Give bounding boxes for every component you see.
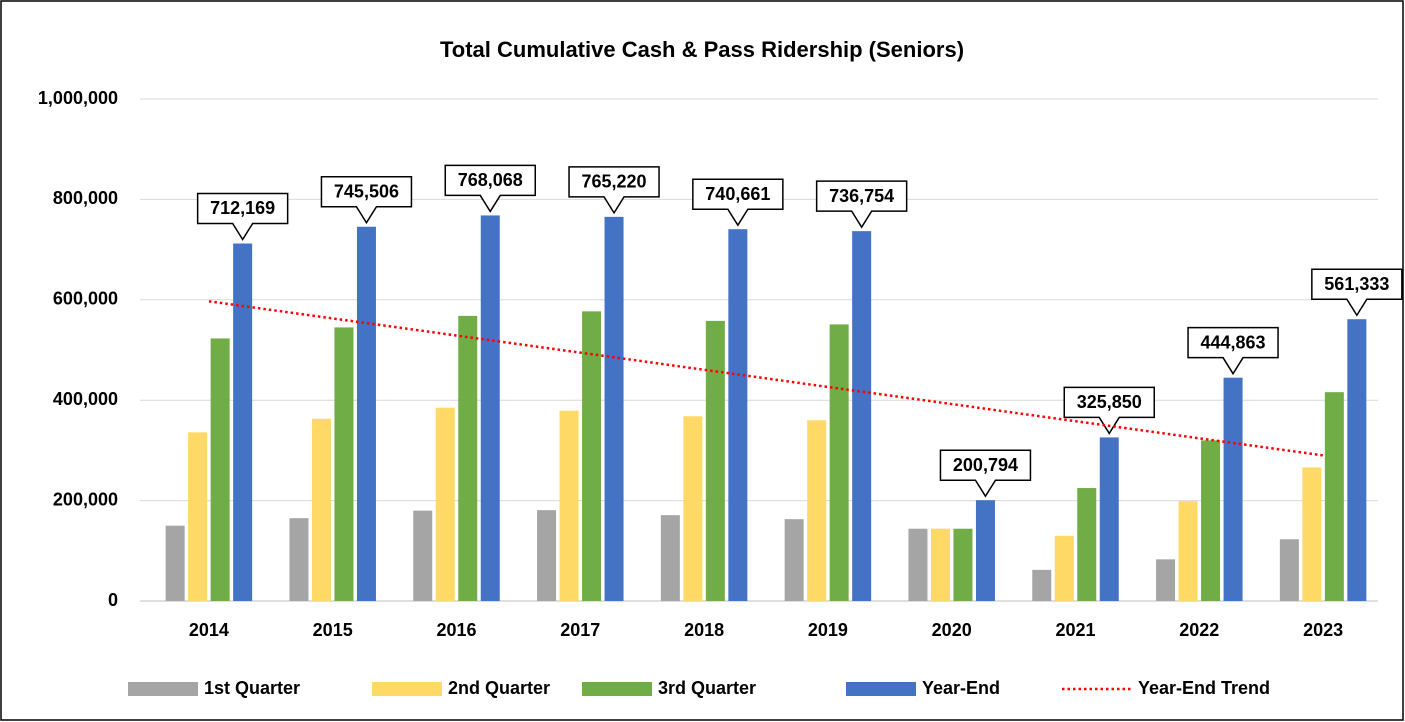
bar [784,519,804,601]
bar [1324,392,1344,601]
y-tick-label: 800,000 [53,188,118,208]
callout [815,180,908,229]
callout [196,192,289,241]
bar [356,226,376,601]
callout [1311,268,1403,317]
bar [413,510,433,601]
bar [975,500,995,601]
bar [1156,559,1176,601]
x-tick-label: 2020 [932,620,972,640]
y-tick-label: 1,000,000 [38,88,118,108]
bar [480,215,500,601]
callout [939,449,1032,498]
bar [165,525,185,601]
data-label: 325,850 [1077,392,1142,412]
bar [537,510,557,601]
legend-swatch [846,682,916,696]
bar [210,338,230,601]
y-tick-label: 0 [108,590,118,610]
legend-label: Year-End Trend [1138,678,1270,698]
y-tick-label: 400,000 [53,389,118,409]
legend-swatch [372,682,442,696]
callout [320,176,413,225]
bar [1223,377,1243,601]
bar [1302,467,1322,601]
legend-label: 1st Quarter [204,678,300,698]
x-tick-label: 2019 [808,620,848,640]
bar [1032,569,1052,601]
legend-label: Year-End [922,678,1000,698]
legend-swatch [582,682,652,696]
legend-label: 2nd Quarter [448,678,550,698]
callout [568,166,660,215]
bar [660,515,680,601]
bar [233,243,253,602]
data-label: 712,169 [210,198,275,218]
bar [1279,539,1299,601]
data-label: 200,794 [953,455,1018,475]
x-tick-label: 2021 [1055,620,1095,640]
bar [1347,319,1367,601]
bar [683,416,703,601]
bar [458,315,478,601]
data-label: 768,068 [458,170,523,190]
bar [953,528,973,601]
x-tick-label: 2014 [189,620,229,640]
x-tick-label: 2015 [313,620,353,640]
bar [930,528,950,601]
bar [311,418,331,601]
bar [1077,488,1097,601]
data-label: 444,863 [1201,332,1266,352]
legend-swatch [128,682,198,696]
bar [334,327,354,601]
x-tick-label: 2023 [1303,620,1343,640]
bar [604,216,624,601]
y-tick-label: 200,000 [53,489,118,509]
x-tick-label: 2018 [684,620,724,640]
x-tick-label: 2016 [436,620,476,640]
chart-title: Total Cumulative Cash & Pass Ridership (… [440,37,964,62]
callout [444,164,536,213]
data-label: 740,661 [705,184,770,204]
bar [188,432,208,601]
x-tick-label: 2017 [560,620,600,640]
bar [1201,440,1221,601]
bar [582,311,602,601]
bar [435,407,455,601]
bar [807,420,827,601]
bar [1178,501,1198,601]
bar [289,518,309,601]
bar [728,229,748,601]
bar [705,320,725,601]
y-tick-label: 600,000 [53,289,118,309]
bar [829,324,849,601]
legend-label: 3rd Quarter [658,678,756,698]
data-label: 745,506 [334,182,399,202]
data-label: 561,333 [1324,274,1389,294]
bar [559,410,579,601]
bar [1099,437,1119,601]
data-label: 765,220 [582,172,647,192]
trend-line [208,300,1324,457]
callout [1187,326,1279,376]
bar [1054,535,1074,601]
x-tick-label: 2022 [1179,620,1219,640]
data-label: 736,754 [829,186,894,206]
bar [852,231,872,602]
bar [908,528,928,601]
callout [692,178,784,227]
